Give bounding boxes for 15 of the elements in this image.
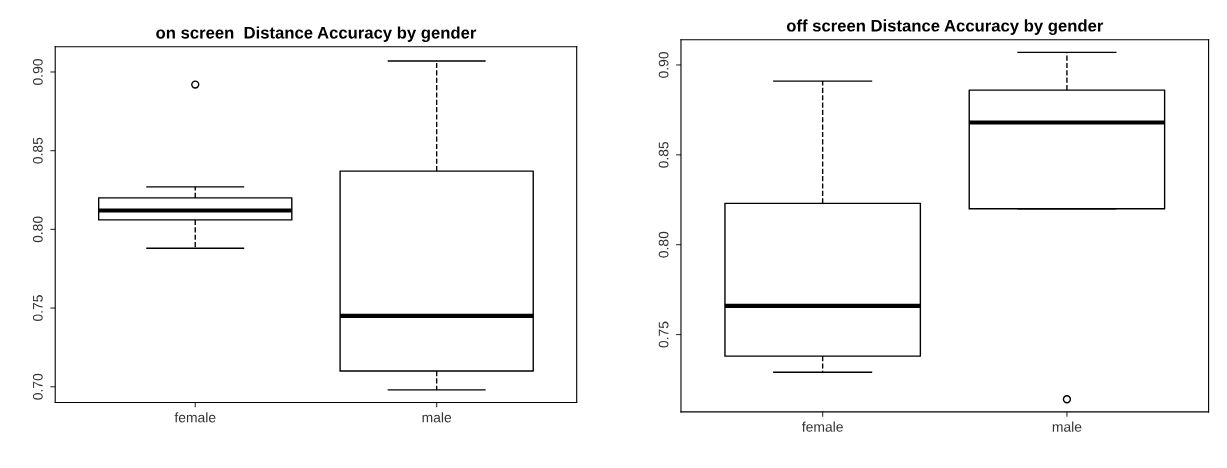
- x-tick-label: male: [1052, 421, 1082, 432]
- y-tick-label: 0.85: [32, 137, 43, 164]
- chart-title: on screen Distance Accuracy by gender: [156, 26, 477, 42]
- y-tick-label: 0.80: [32, 216, 43, 243]
- y-tick-label: 0.90: [32, 59, 43, 85]
- y-tick-label: 0.90: [658, 51, 669, 78]
- y-tick-label: 0.80: [658, 231, 669, 258]
- x-tick-label: female: [802, 421, 843, 432]
- y-tick-label: 0.75: [32, 295, 43, 322]
- y-tick-label: 0.85: [658, 141, 669, 168]
- chart-title: off screen Distance Accuracy by gender: [786, 19, 1104, 35]
- y-tick-label: 0.70: [32, 373, 43, 400]
- x-tick-label: female: [174, 412, 216, 423]
- x-tick-label: male: [422, 412, 452, 423]
- y-tick-label: 0.75: [658, 321, 669, 348]
